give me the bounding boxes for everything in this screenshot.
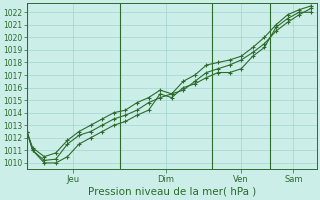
X-axis label: Pression niveau de la mer( hPa ): Pression niveau de la mer( hPa ) [88, 187, 256, 197]
